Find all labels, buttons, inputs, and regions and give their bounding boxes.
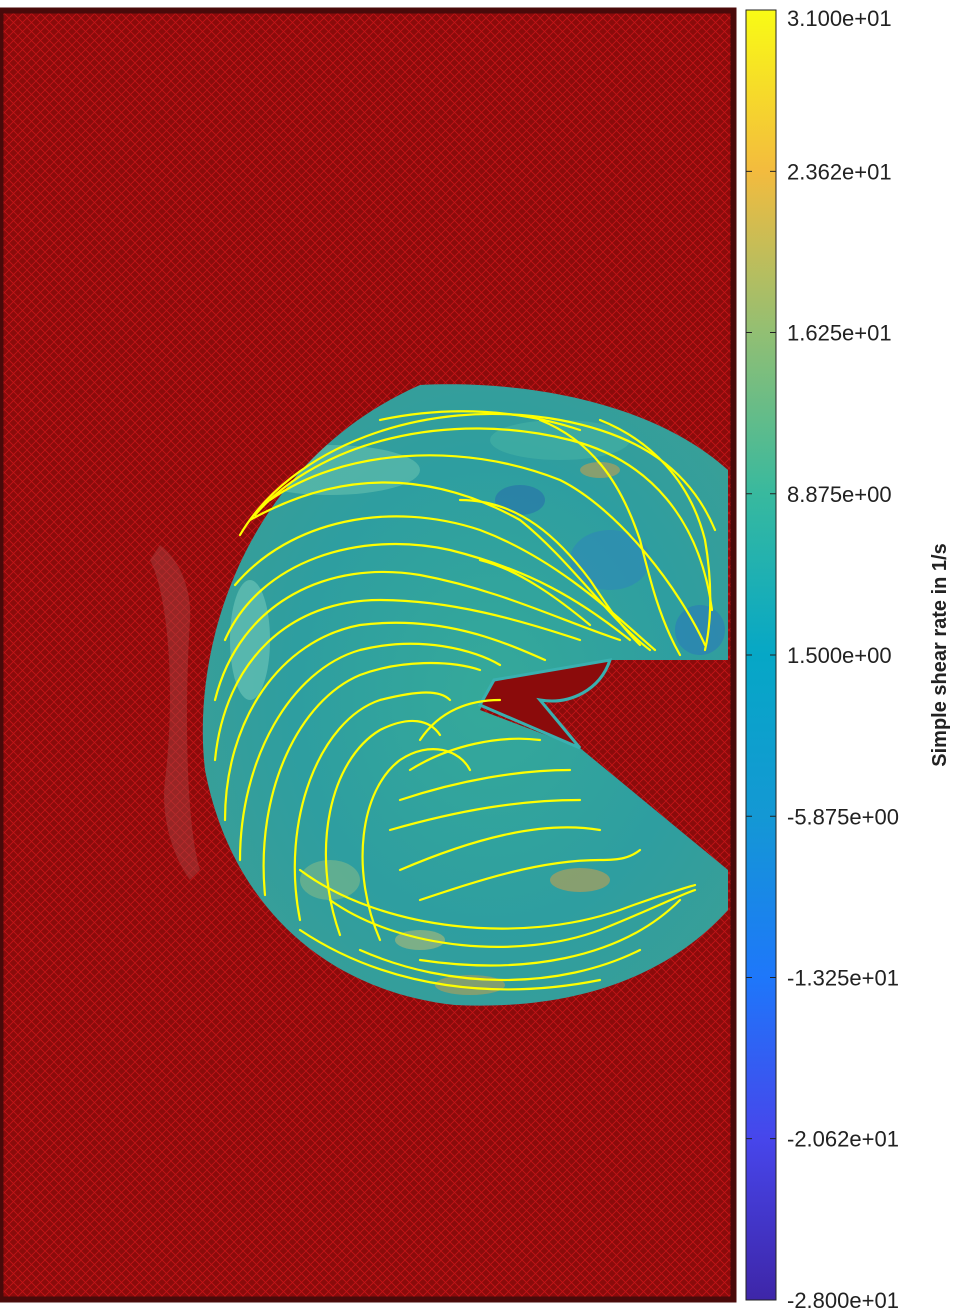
colorbar-tick-label: -1.325e+01 bbox=[787, 966, 899, 991]
colorbar: 3.100e+01 2.362e+01 1.625e+01 8.875e+00 1.50… bbox=[745, 6, 951, 1313]
blade-outline bbox=[477, 658, 613, 750]
colorbar-tick-label: -2.800e+01 bbox=[787, 1288, 899, 1313]
colorbar-tick-label: 2.362e+01 bbox=[787, 159, 892, 184]
colorbar-tick-label: 1.625e+01 bbox=[787, 321, 892, 346]
colorbar-tick-label: -5.875e+00 bbox=[787, 804, 899, 829]
colorbar-tick-label: 1.500e+00 bbox=[787, 643, 892, 668]
colorbar-label: Simple shear rate in 1/s bbox=[929, 543, 951, 766]
ghost-artifact bbox=[150, 545, 200, 880]
colorbar-tick-label: 8.875e+00 bbox=[787, 482, 892, 507]
colorbar-tick-label: -2.062e+01 bbox=[787, 1127, 899, 1152]
colorbar-ticks: 3.100e+01 2.362e+01 1.625e+01 8.875e+00 1.50… bbox=[746, 6, 899, 1313]
plot-axes bbox=[0, 7, 737, 1303]
streamlines bbox=[213, 410, 717, 991]
colorbar-tick-label: 3.100e+01 bbox=[787, 6, 892, 31]
axes-frame bbox=[0, 7, 737, 1303]
